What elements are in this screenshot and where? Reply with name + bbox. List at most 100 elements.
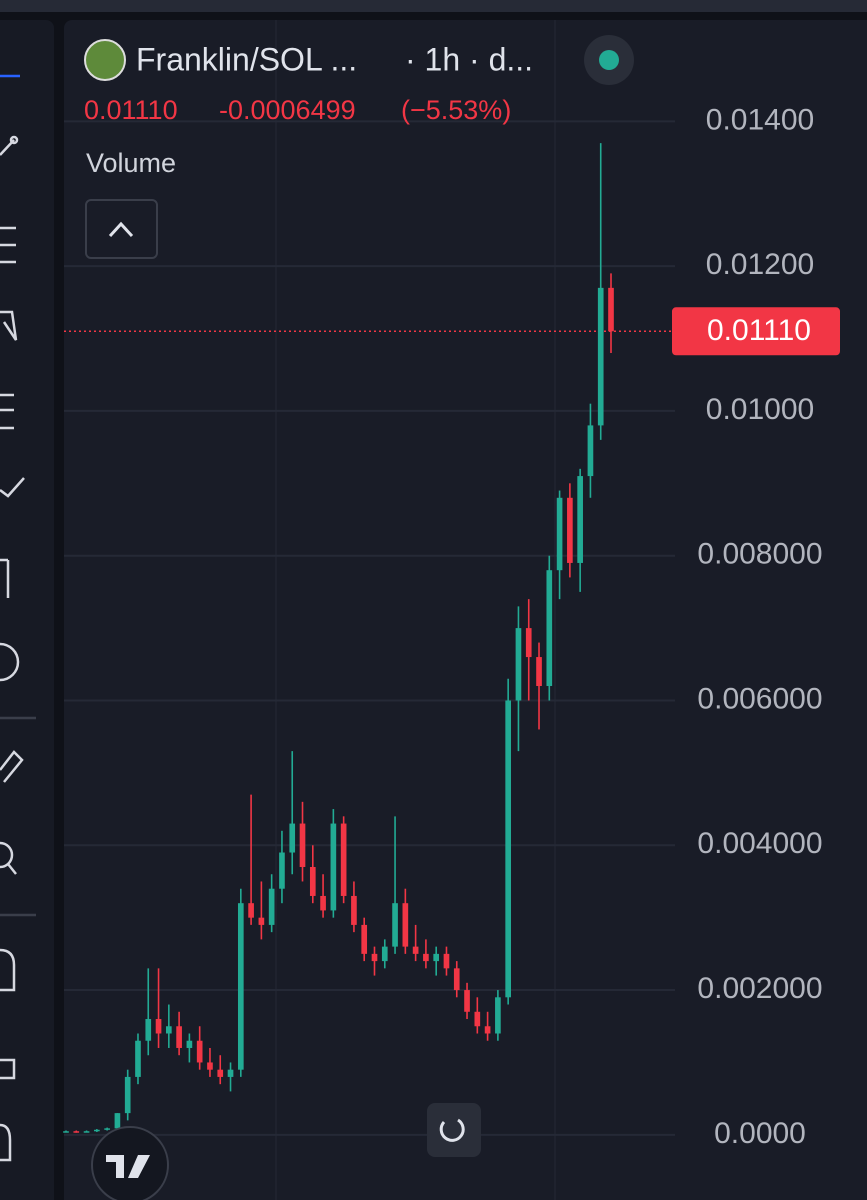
candle-body (155, 1019, 162, 1034)
candles (63, 143, 614, 1133)
status-dot (599, 50, 619, 70)
candle-body (371, 953, 378, 962)
last-price-badge (672, 307, 840, 356)
candle-body (63, 1131, 69, 1133)
candle-body (515, 628, 522, 701)
candle-body (474, 1011, 481, 1027)
candle-body (525, 628, 532, 658)
candle-body (453, 968, 460, 991)
candle-body (135, 1040, 141, 1077)
candle-body (484, 1026, 491, 1034)
tool-fib (0, 226, 16, 264)
y-tick-label: 0.002000 (697, 972, 822, 1005)
price: 0.01110 (84, 95, 178, 125)
candle-body (227, 1069, 234, 1077)
y-tick-label: 0.01400 (706, 103, 814, 136)
collapse-icon (108, 221, 134, 238)
change: -0.0006499 (219, 95, 356, 125)
candle-body (423, 953, 429, 962)
symbol: Franklin/SOL ... (136, 41, 357, 77)
chart-panel (64, 20, 867, 1200)
tool-emoji (0, 642, 20, 682)
y-tick-label: 0.004000 (697, 827, 822, 860)
candle-body (505, 700, 511, 998)
collapse-button[interactable] (85, 199, 158, 259)
logo (106, 1155, 150, 1178)
candle-body (248, 903, 254, 918)
candle-body (381, 946, 388, 962)
symbol-logo (84, 39, 126, 81)
candle-body (73, 1131, 80, 1133)
indicator: Volume (86, 148, 176, 178)
candle-body (237, 903, 244, 1070)
candle-body (104, 1128, 110, 1130)
candle-body (567, 497, 573, 563)
candle-body (186, 1040, 193, 1048)
candle-body (114, 1113, 121, 1129)
tool-zoom-handle (7, 863, 17, 875)
candle-body (289, 823, 296, 853)
tool-ruler (0, 750, 24, 783)
candle-body (176, 1026, 182, 1048)
reset-button[interactable] (427, 1103, 481, 1157)
toolbar-icons (0, 74, 36, 1162)
candle-body (351, 895, 357, 925)
y-tick-label: 0.008000 (697, 538, 822, 571)
candle-body (124, 1076, 131, 1114)
candle-body (268, 888, 275, 925)
last-price-label: 0.01110 (707, 314, 811, 347)
candle-body (597, 287, 604, 426)
candle-body (83, 1131, 90, 1133)
candle-body (495, 997, 501, 1034)
candle-body (361, 924, 368, 954)
candle-body (217, 1069, 224, 1077)
y-tick-label: 0.0000 (714, 1117, 806, 1150)
price-axis: 0.0000 0.002000 0.004000 0.006000 0.008000 0.… (672, 103, 840, 1150)
candle-body (536, 657, 542, 687)
tool-pattern (0, 310, 18, 341)
tool-magnet (0, 948, 16, 992)
candle-body (464, 990, 470, 1012)
tool-predict (0, 393, 14, 430)
candle-body (556, 497, 563, 571)
top-bar (0, 0, 867, 12)
candle-body (299, 823, 306, 867)
y-tick-label: 0.006000 (697, 682, 822, 715)
reset-icon (439, 1118, 465, 1142)
candle-body (258, 917, 265, 925)
candle-body (196, 1040, 203, 1063)
candle-body (443, 953, 450, 969)
candle-body (546, 570, 553, 687)
candle-body (340, 823, 347, 896)
candle-body (433, 953, 440, 962)
change-percent: (−5.53%) (401, 95, 511, 125)
logo-badge (91, 1126, 169, 1200)
candle-body (166, 1026, 172, 1034)
tool-dot (9, 135, 19, 145)
tool-lock (0, 1058, 16, 1080)
tool-check (0, 477, 25, 498)
candle-body (320, 895, 326, 911)
toolbar (0, 20, 54, 1200)
candle-body (330, 823, 337, 911)
candle-body (309, 866, 316, 896)
candle-body (145, 1019, 152, 1041)
tool-text (0, 558, 10, 598)
y-tick-label: 0.01000 (706, 393, 814, 426)
candle-body (587, 425, 594, 477)
candle-body (412, 946, 419, 954)
tool-zoom (0, 841, 14, 869)
candle-body (94, 1129, 100, 1132)
tool-trash (0, 1123, 12, 1162)
candle-body (279, 852, 285, 889)
y-tick-label: 0.01200 (706, 248, 814, 281)
candle-body (207, 1062, 213, 1070)
candle-body (402, 903, 409, 947)
candle-body (577, 476, 583, 563)
grid (64, 120, 675, 1136)
candle-body (608, 287, 614, 332)
interval: · 1h · d... (405, 41, 533, 77)
candle-body (392, 903, 398, 947)
